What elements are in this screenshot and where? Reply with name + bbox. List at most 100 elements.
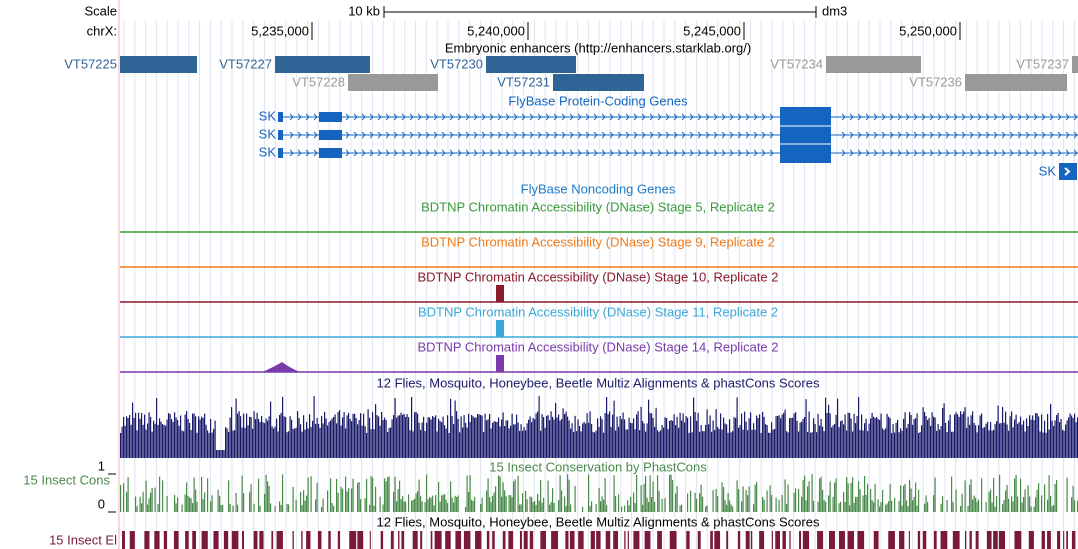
phastcons-bar (303, 490, 305, 512)
conservation-bar (132, 402, 134, 458)
conservation-bar (639, 430, 641, 458)
conservation-bar (751, 429, 753, 458)
conserved-element (292, 531, 294, 549)
phastcons-bar (640, 485, 642, 512)
conservation-bar (789, 418, 791, 458)
phastcons-bar (933, 495, 935, 512)
conservation-bar (145, 429, 147, 458)
track-title: Embryonic enhancers (http://enhancers.st… (445, 40, 751, 55)
conservation-bar (564, 414, 566, 458)
conserved-element (502, 531, 506, 549)
phastcons-bar (331, 503, 333, 512)
gene-label: SK (259, 108, 277, 123)
conservation-bar (319, 427, 321, 458)
phastcons-bar (259, 505, 261, 512)
phastcons-bar (333, 505, 335, 512)
conservation-bar (348, 412, 350, 458)
phastcons-bar (778, 499, 780, 512)
conservation-bar (889, 418, 891, 458)
conservation-bar (1008, 430, 1010, 458)
phastcons-bar (636, 474, 638, 512)
phastcons-bar (279, 501, 281, 512)
conservation-bar (486, 420, 488, 458)
conservation-bar (210, 418, 212, 458)
conserved-element (799, 531, 802, 549)
phastcons-bar (643, 483, 645, 512)
strand-arrows (289, 113, 1078, 121)
conservation-bar (831, 427, 833, 458)
phastcons-bar (1051, 506, 1053, 512)
conservation-bar (741, 413, 743, 458)
signal-peak (496, 285, 504, 302)
conservation-bar (948, 420, 950, 458)
conservation-bar (168, 413, 170, 458)
phastcons-bar (970, 479, 972, 512)
track-title: FlyBase Noncoding Genes (521, 181, 676, 196)
conservation-bar (174, 412, 176, 458)
conservation-bar (549, 420, 551, 458)
conservation-bar (942, 407, 944, 458)
conservation-bar (376, 415, 378, 458)
conservation-bar (234, 430, 236, 458)
phastcons-bar (736, 480, 738, 512)
phastcons-bar (840, 501, 842, 512)
phastcons-bar (465, 506, 467, 512)
phastcons-bar (804, 475, 806, 512)
conservation-bar (720, 413, 722, 458)
conserved-element (922, 531, 927, 549)
conservation-bar (979, 415, 981, 458)
gene-label: SK (259, 126, 277, 141)
conservation-bar (166, 419, 168, 458)
conservation-bar (921, 425, 923, 458)
conservation-bar (936, 430, 938, 458)
conservation-bar (774, 428, 776, 458)
conservation-bar (345, 428, 347, 458)
phastcons-bar (345, 476, 347, 512)
conservation-bar (1015, 414, 1017, 458)
conservation-bar (292, 428, 294, 458)
conservation-bar (279, 414, 281, 458)
phastcons-bar (888, 501, 890, 512)
conserved-element (231, 531, 239, 549)
phastcons-bar (1005, 490, 1007, 512)
phastcons-bar (742, 486, 744, 512)
phastcons-bar (687, 493, 689, 512)
conservation-bar (151, 431, 153, 458)
phastcons-bar (781, 495, 783, 512)
phastcons-bar (825, 501, 827, 512)
conservation-bar (384, 417, 386, 458)
phastcons-bar (142, 491, 144, 512)
conservation-bar (652, 417, 654, 458)
conservation-bar (1027, 425, 1029, 458)
phastcons-bar (504, 490, 506, 512)
phastcons-bar (270, 503, 272, 512)
conservation-bar (375, 404, 377, 458)
conservation-bar (1002, 407, 1004, 458)
phastcons-bar (157, 503, 159, 512)
conservation-bar (286, 432, 288, 458)
phastcons-bar (832, 496, 834, 512)
conservation-bar (640, 406, 642, 458)
phastcons-bar (565, 506, 567, 512)
phastcons-bar (418, 479, 420, 512)
conservation-bar (423, 416, 425, 458)
phastcons-bar (250, 484, 252, 512)
conservation-bar (1074, 413, 1076, 458)
conservation-bar (750, 412, 752, 458)
enhancer (1072, 56, 1078, 73)
phastcons-bar (898, 500, 900, 512)
phastcons-bar (651, 497, 653, 512)
position-label: 5,250,000 (899, 23, 957, 38)
phastcons-bar (540, 480, 542, 512)
conservation-bar (228, 431, 230, 458)
phastcons-bar (658, 491, 660, 512)
phastcons-bar (1048, 475, 1050, 512)
conservation-bar (636, 414, 638, 458)
conservation-bar (285, 417, 287, 458)
phastcons-bar (690, 490, 692, 512)
phastcons-bar (771, 495, 773, 512)
phastcons-bar (621, 506, 623, 512)
conservation-bar (961, 414, 963, 458)
conserved-element (644, 531, 651, 549)
conservation-bar (481, 415, 483, 458)
